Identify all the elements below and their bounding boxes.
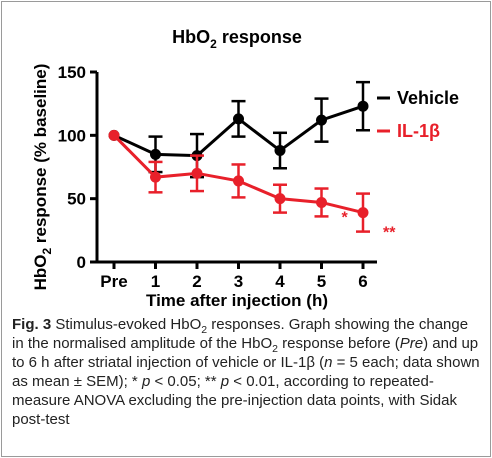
tick-labels: 0 50 100 150 Pre 1 2 3 4 5 6 bbox=[58, 63, 368, 291]
y-tick-label: 0 bbox=[77, 253, 86, 272]
data-point bbox=[316, 114, 327, 126]
y-tick-label: 100 bbox=[58, 126, 86, 145]
x-tick-label: 6 bbox=[358, 272, 367, 291]
x-tick-label: Pre bbox=[100, 272, 127, 291]
data-point bbox=[233, 175, 244, 187]
significance-marker: * bbox=[342, 209, 349, 226]
x-tick-label: 5 bbox=[317, 272, 326, 291]
data-point bbox=[108, 129, 120, 141]
y-tick-label: 50 bbox=[67, 190, 86, 209]
figure-caption: Fig. 3 Stimulus-evoked HbO2 responses. G… bbox=[12, 316, 480, 428]
chart-title: HbO2 response bbox=[172, 27, 302, 51]
legend-label: Vehicle bbox=[397, 88, 459, 108]
x-tick-label: 1 bbox=[151, 272, 160, 291]
y-axis-label: HbO2 response (% baseline) bbox=[31, 64, 54, 291]
data-point bbox=[357, 207, 369, 219]
data-point bbox=[274, 193, 286, 205]
series-il1b bbox=[108, 129, 370, 233]
data-point bbox=[274, 145, 286, 157]
line-chart: HbO2 response HbO2 response (% baseline)… bbox=[31, 27, 459, 310]
y-tick-label: 150 bbox=[58, 63, 86, 82]
legend-label: IL-1β bbox=[397, 121, 440, 141]
data-point bbox=[316, 196, 327, 208]
series-vehicle bbox=[108, 80, 370, 179]
x-tick-label: 2 bbox=[192, 272, 201, 291]
figure-label: Fig. 3 bbox=[12, 316, 52, 333]
annotations: *** bbox=[342, 209, 397, 241]
data-marks bbox=[108, 80, 370, 233]
x-tick-label: 3 bbox=[234, 272, 243, 291]
data-point bbox=[357, 100, 369, 112]
x-axis-label: Time after injection (h) bbox=[146, 291, 328, 310]
data-point bbox=[233, 113, 244, 125]
data-point bbox=[150, 148, 161, 160]
data-point bbox=[150, 171, 161, 183]
significance-marker: ** bbox=[383, 225, 396, 242]
legend: Vehicle IL-1β bbox=[377, 88, 459, 141]
data-point bbox=[191, 167, 203, 179]
axes bbox=[90, 70, 377, 269]
x-tick-label: 4 bbox=[275, 272, 285, 291]
